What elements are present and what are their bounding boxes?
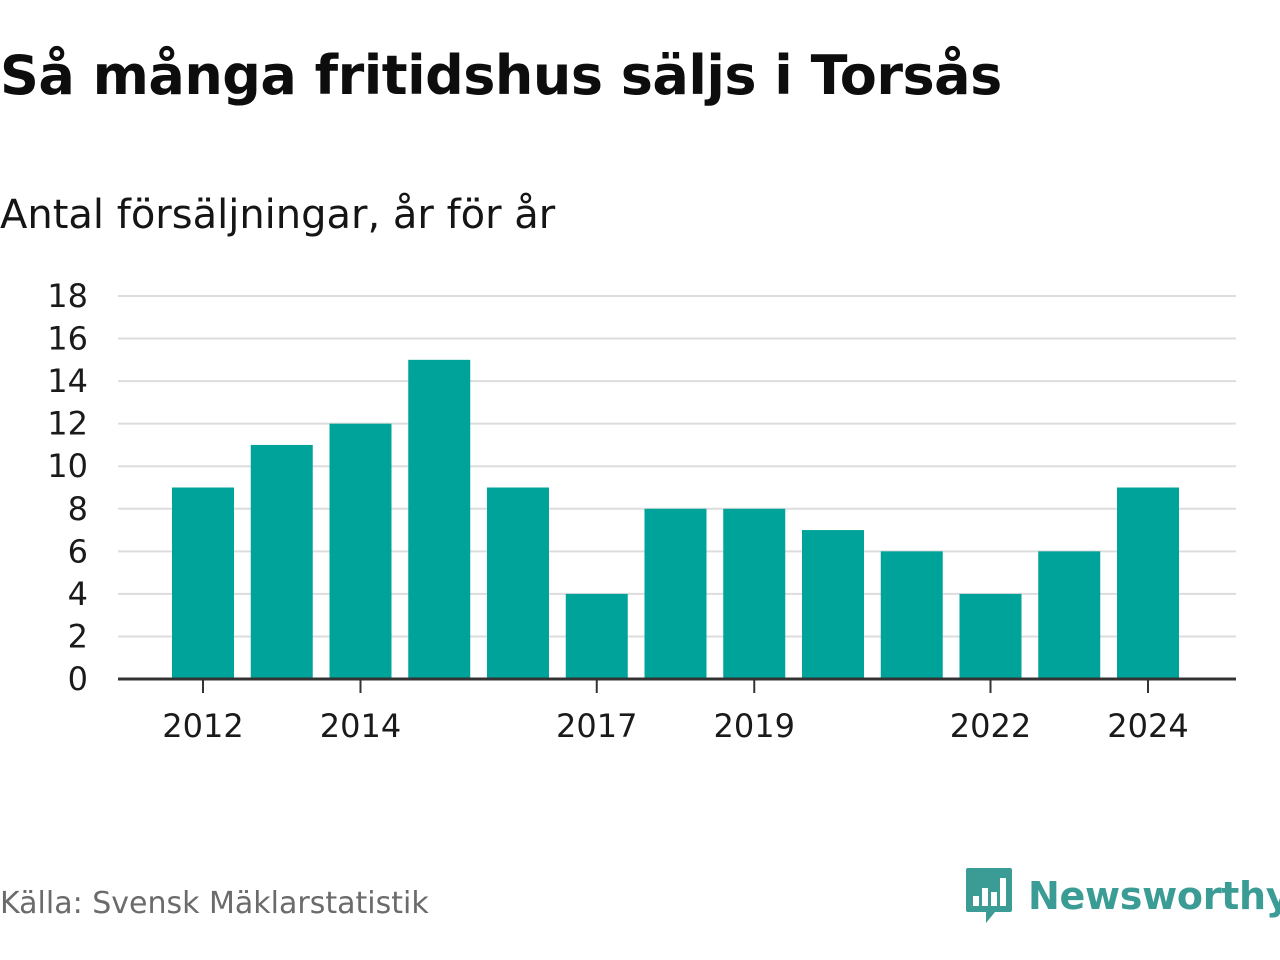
x-tick-label: 2017 (556, 707, 637, 745)
bar-2017 (565, 593, 628, 679)
bar-2012 (172, 487, 234, 679)
y-tick-label: 16 (47, 320, 88, 358)
y-tick-label: 12 (47, 405, 88, 443)
x-tick-label: 2022 (950, 707, 1031, 745)
bar-2024 (1117, 487, 1179, 679)
bar-chart: 0 2 4 6 8 10 12 14 16 18 2012 2014 2017 2019 2022 2024 (47, 277, 1236, 745)
x-tick-label: 2014 (320, 707, 401, 745)
y-tick-label: 18 (47, 277, 88, 315)
bar-2013 (250, 444, 313, 679)
y-tick-label: 14 (47, 362, 88, 400)
y-tick-label: 8 (68, 490, 88, 528)
bar-2018 (644, 508, 707, 679)
y-tick-label: 10 (47, 447, 88, 485)
source-note: Källa: Svensk Mäklarstatistik (0, 886, 429, 921)
bar-2015 (408, 359, 471, 679)
bar-2023 (1038, 551, 1101, 679)
y-tick-label: 2 (68, 617, 88, 655)
x-axis-ticks: 2012 2014 2017 2019 2022 2024 (162, 679, 1189, 745)
x-tick-label: 2024 (1107, 707, 1188, 745)
bar-2020 (802, 530, 864, 679)
bar-2021 (880, 551, 943, 679)
bar-2014 (329, 423, 392, 679)
y-axis-ticks: 0 2 4 6 8 10 12 14 16 18 (47, 277, 88, 698)
y-tick-label: 0 (68, 660, 88, 698)
bar-2022 (959, 593, 1022, 679)
brand-logo: Newsworthy (964, 866, 1280, 926)
chart-subtitle: Antal försäljningar, år för år (0, 192, 556, 238)
y-tick-label: 4 (68, 575, 88, 613)
bars (172, 359, 1179, 679)
bar-2016 (487, 487, 549, 679)
y-tick-label: 6 (68, 532, 88, 570)
bar-2019 (723, 508, 786, 679)
x-tick-label: 2019 (714, 707, 795, 745)
chart-title: Så många fritidshus säljs i Torsås (0, 44, 1002, 107)
bar-chart-speech-bubble-icon (966, 868, 1012, 923)
x-tick-label: 2012 (162, 707, 243, 745)
brand-name: Newsworthy (1028, 874, 1280, 918)
